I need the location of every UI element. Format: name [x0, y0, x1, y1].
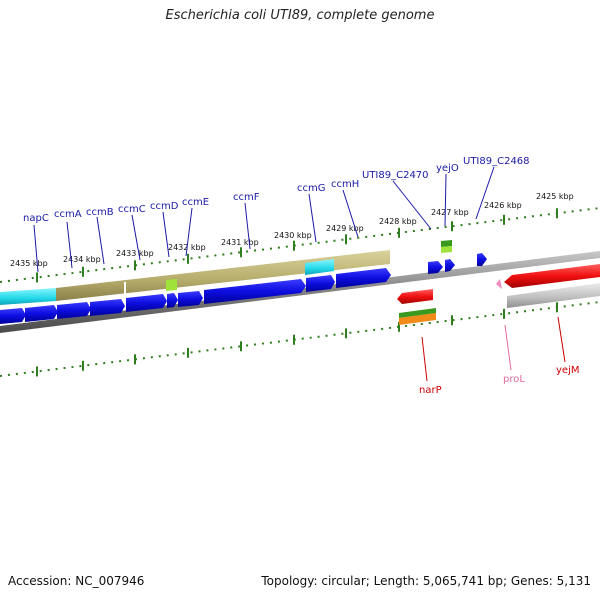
gene-blue-10	[336, 268, 391, 288]
gene-label-ccmD: ccmD	[150, 201, 179, 212]
genes-blue	[0, 253, 487, 324]
scale-label: 2434 kbp	[63, 255, 101, 264]
gene-blue-1	[0, 308, 26, 324]
gene-blue-7	[178, 291, 203, 307]
gene-green-small	[441, 240, 452, 247]
gene-labels-bottom: narP proL yejM	[419, 365, 579, 396]
gene-blue-2	[25, 305, 58, 322]
genes-reverse	[397, 264, 600, 325]
gene-narP-red	[397, 289, 433, 304]
gene-olive-divider	[124, 282, 126, 294]
gene-blue-5	[126, 294, 167, 312]
gene-label-ccmH: ccmH	[331, 179, 359, 190]
gene-label-ccmE: ccmE	[182, 197, 209, 208]
scale-label: 2425 kbp	[536, 192, 574, 201]
gene-cyan-2	[305, 259, 334, 275]
scale-label: 2435 kbp	[10, 259, 48, 268]
gene-blue-13	[477, 253, 487, 266]
scale-label: 2430 kbp	[274, 231, 312, 240]
gene-leaders	[33, 166, 566, 382]
gene-labels-top: napC ccmA ccmB ccmC ccmD ccmE ccmF ccmG …	[23, 156, 530, 224]
gene-blue-12	[445, 259, 455, 272]
gene-blue-6	[167, 293, 178, 308]
features-yejO	[441, 240, 452, 253]
gene-lime-small	[441, 246, 452, 253]
gene-narP-orange	[399, 313, 436, 325]
gene-label-ccmC: ccmC	[118, 204, 146, 215]
scale-label: 2428 kbp	[379, 217, 417, 226]
gene-label-proL: proL	[503, 374, 525, 385]
gene-label-yejO: yejO	[436, 163, 459, 174]
gene-yejM-red	[504, 264, 600, 288]
scale-label: 2431 kbp	[221, 238, 259, 247]
scale-label: 2426 kbp	[484, 201, 522, 210]
gene-label-ccmF: ccmF	[233, 192, 260, 203]
scale-labels: 2435 kbp 2434 kbp 2433 kbp 2432 kbp 2431…	[10, 192, 574, 268]
gene-blue-3	[57, 302, 91, 319]
gene-gray	[507, 283, 600, 308]
gene-label-napC: napC	[23, 213, 49, 224]
scale-label: 2427 kbp	[431, 208, 469, 217]
major-ticks	[36, 208, 558, 377]
gene-cyan-1	[0, 288, 56, 305]
accession-text: Accession: NC_007946	[8, 574, 145, 588]
genome-title: Escherichia coli UTI89, complete genome	[165, 8, 435, 23]
gene-blue-4	[90, 299, 125, 316]
gene-label-ccmA: ccmA	[54, 209, 82, 220]
gene-label-ccmB: ccmB	[86, 207, 114, 218]
gene-label-UTI89_C2470: UTI89_C2470	[362, 170, 429, 181]
gene-label-narP: narP	[419, 385, 442, 396]
gene-lime	[166, 279, 177, 291]
gene-proL	[496, 279, 502, 289]
gene-narP-green	[399, 308, 436, 318]
scale-label: 2429 kbp	[326, 224, 364, 233]
gene-blue-8	[204, 279, 306, 304]
gene-blue-11	[428, 261, 443, 274]
gene-olive-band	[56, 250, 390, 301]
topology-text: Topology: circular; Length: 5,065,741 bp…	[261, 574, 591, 588]
gene-label-yejM: yejM	[556, 365, 579, 376]
scale-label: 2433 kbp	[116, 249, 154, 258]
feature-band-top	[0, 250, 390, 305]
gene-label-ccmG: ccmG	[297, 183, 326, 194]
gene-blue-9	[306, 275, 335, 292]
gene-label-UTI89_C2468: UTI89_C2468	[463, 156, 530, 167]
